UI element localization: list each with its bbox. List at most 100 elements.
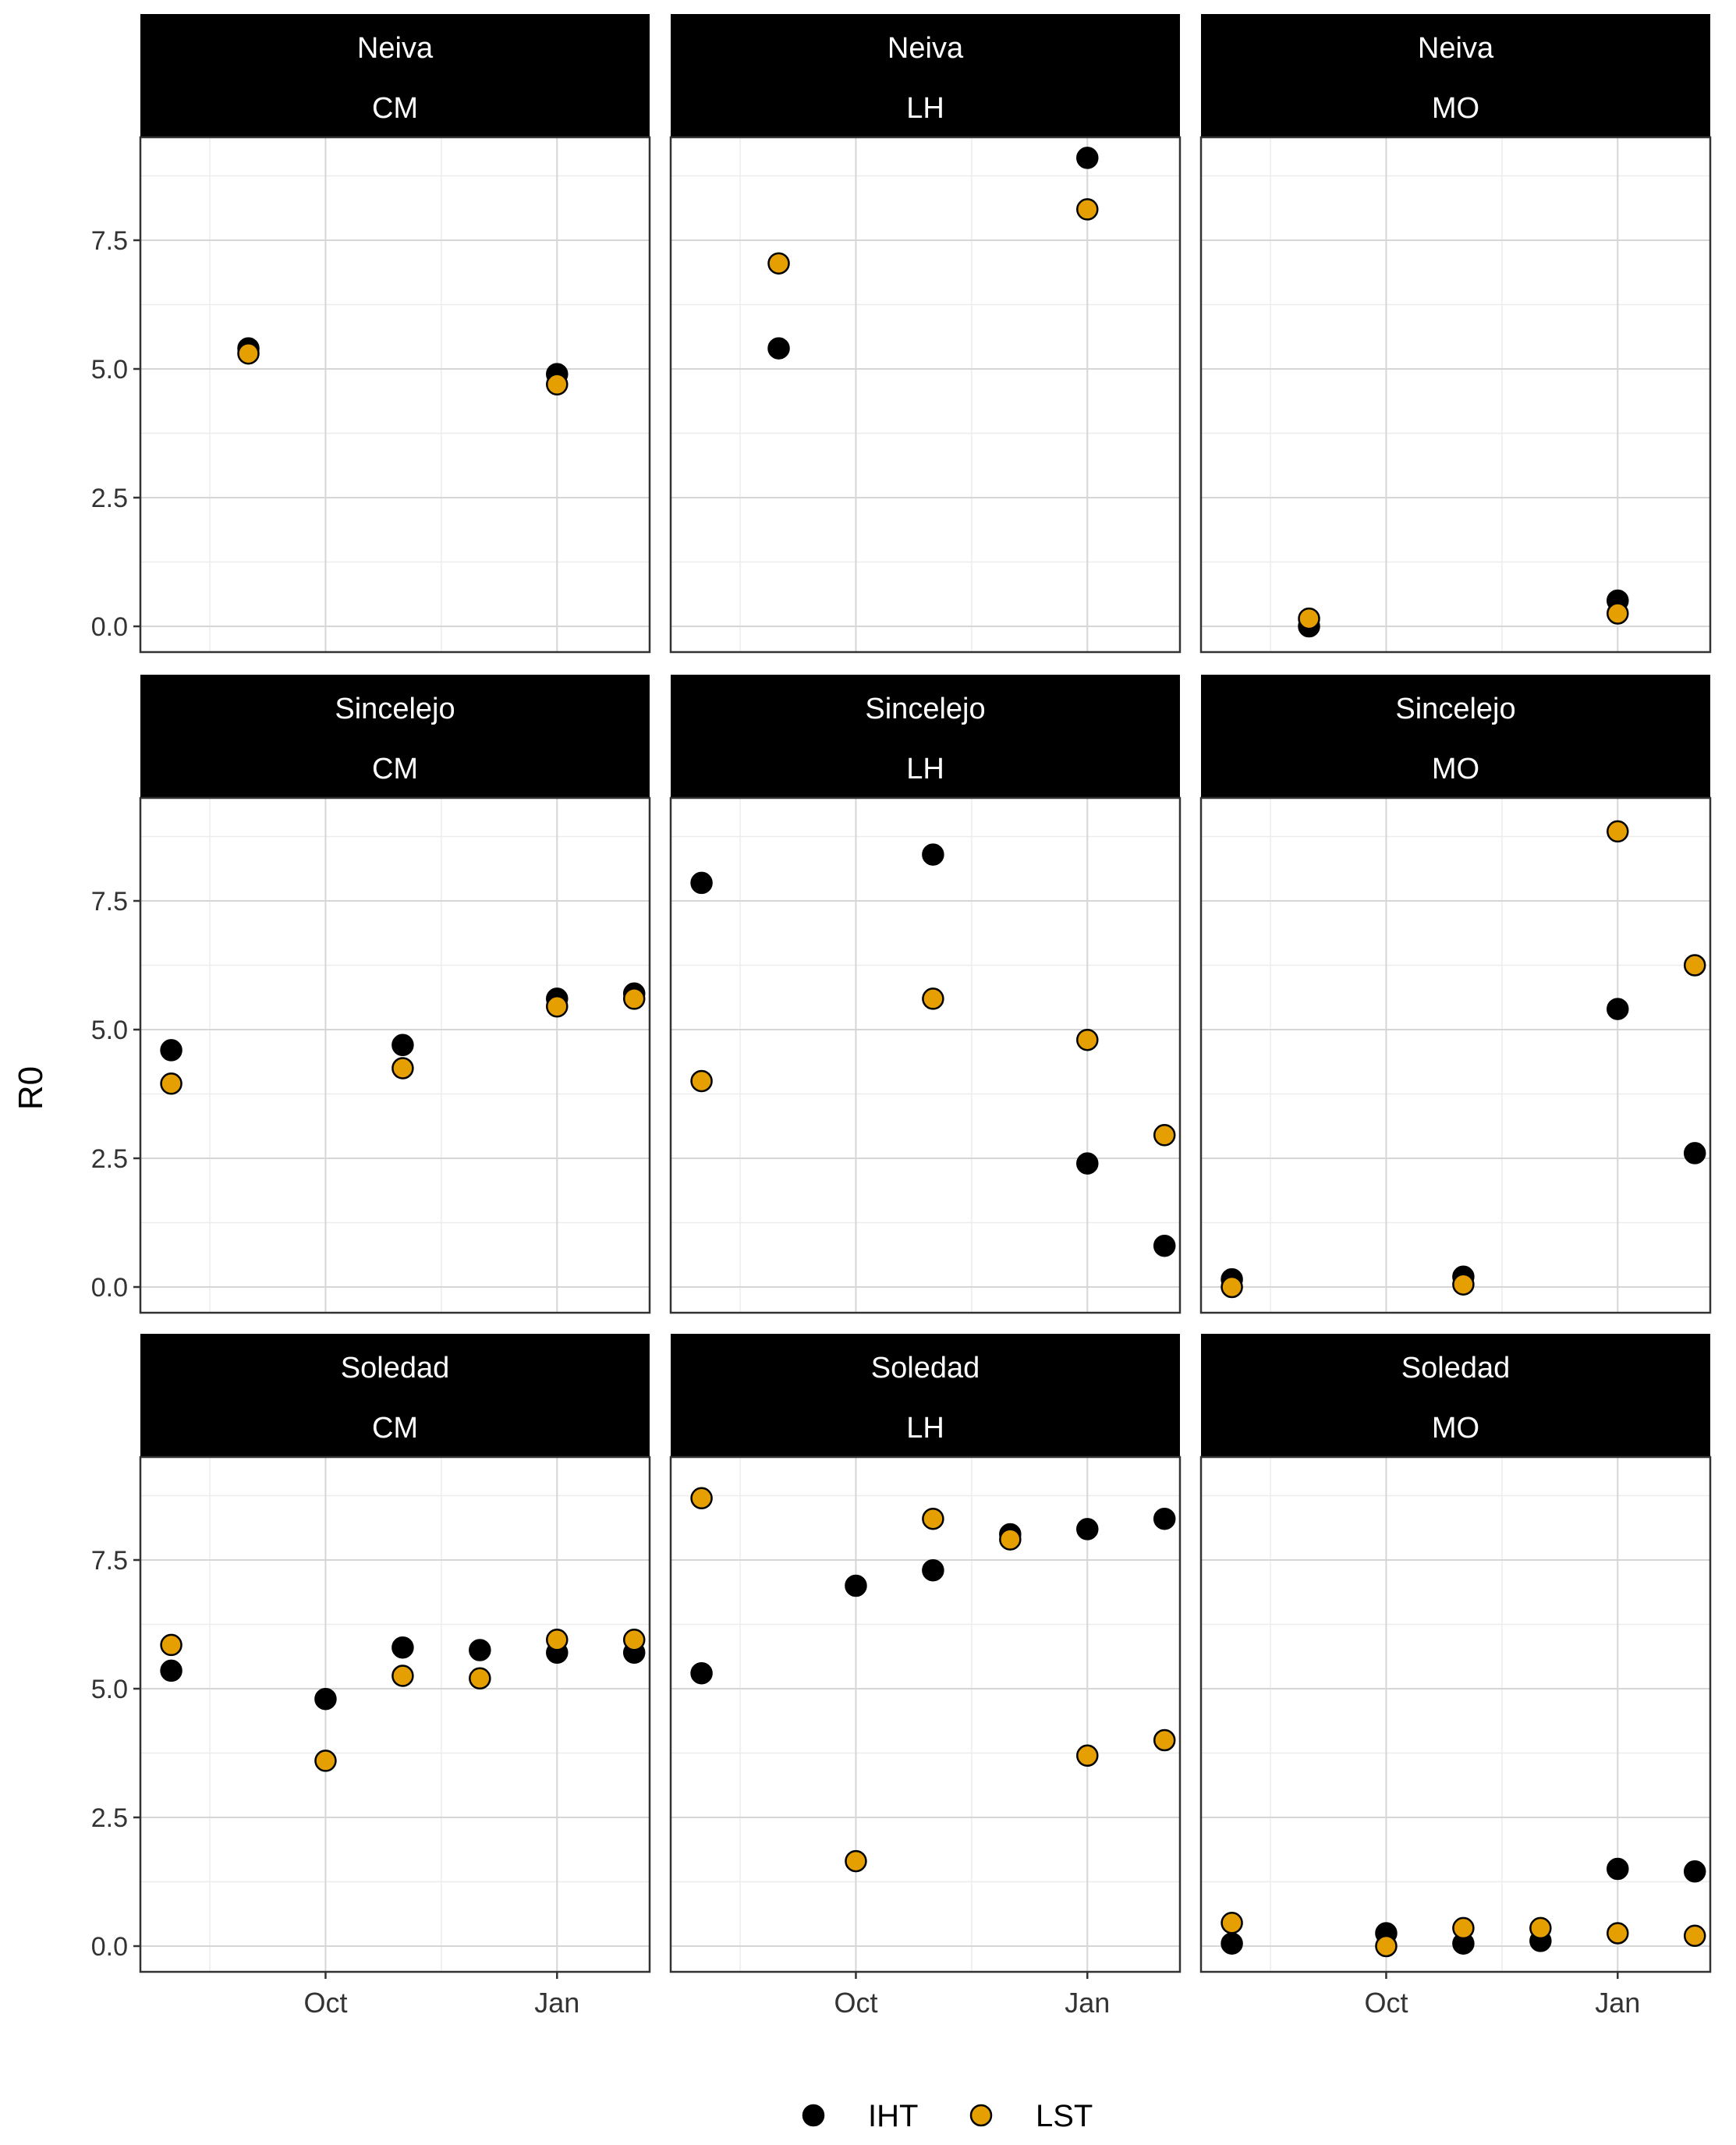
iht-point [1153, 1234, 1176, 1257]
panel-border [139, 1455, 651, 1973]
lst-point [1607, 820, 1629, 843]
facet-panel: Sincelejo MO [1199, 675, 1712, 1314]
panel-border [669, 1455, 1182, 1973]
lst-point [1683, 954, 1706, 977]
lst-point [546, 995, 569, 1018]
facet-strip-group: LH [906, 1412, 944, 1445]
y-tick-label: 0.0 [91, 1932, 128, 1962]
legend-label-lst: LST [1036, 2099, 1093, 2133]
facet-panel: Soledad CM [139, 1334, 651, 1973]
panel-border [1199, 136, 1712, 654]
iht-point [160, 1039, 182, 1062]
lst-point [622, 1629, 646, 1651]
iht-point [469, 1639, 491, 1661]
legend-key-lst [969, 2104, 993, 2127]
iht-point [1076, 147, 1099, 169]
facet-panel: Soledad LH [669, 1334, 1182, 1973]
lst-point [1375, 1934, 1398, 1958]
lst-point [391, 1057, 414, 1080]
iht-point [1076, 1518, 1099, 1540]
iht-point [1153, 1507, 1176, 1530]
lst-point [1683, 1924, 1706, 1948]
facet-strip-group: LH [906, 753, 944, 785]
y-tick-label: 2.5 [91, 1144, 128, 1174]
facet-strip-group: CM [372, 92, 418, 125]
facet-strip-city: Soledad [871, 1352, 980, 1384]
lst-point [922, 1507, 944, 1530]
lst-point [1076, 1028, 1099, 1051]
iht-point [1076, 1152, 1099, 1175]
facet-panel: Soledad MO [1199, 1334, 1712, 1973]
lst-point [391, 1665, 414, 1687]
lst-point [1153, 1728, 1176, 1752]
legend: IHT LST [802, 2099, 1093, 2133]
x-tick-label: Jan [1065, 1987, 1110, 2019]
x-tick-label: Oct [1364, 1987, 1408, 2019]
facet-strip-group: MO [1432, 1412, 1479, 1445]
facet-strip [140, 1334, 650, 1457]
legend-key-iht [802, 2104, 825, 2127]
x-tick-label: Oct [303, 1987, 347, 2019]
iht-point [690, 871, 713, 895]
iht-point [845, 1574, 867, 1597]
facet-strip-city: Sincelejo [1395, 693, 1515, 725]
iht-point [922, 1558, 944, 1582]
plot-area [671, 137, 1180, 652]
iht-point [767, 337, 790, 360]
lst-point [622, 987, 646, 1010]
panel-border [669, 796, 1182, 1314]
lst-point [1076, 1744, 1099, 1767]
iht-point [314, 1687, 337, 1711]
lst-point [1607, 602, 1629, 625]
y-axis-title: R0 [12, 1066, 50, 1110]
facet-strip [140, 675, 650, 798]
lst-point [767, 252, 790, 275]
lst-point [1529, 1916, 1552, 1940]
lst-point [1221, 1912, 1243, 1934]
lst-point [546, 373, 569, 396]
plot-area [140, 137, 650, 652]
legend-label-iht: IHT [868, 2099, 918, 2133]
panels: NeivaCMNeivaLHNeivaMOSincelejoCMSincelej… [139, 14, 1712, 1973]
y-tick-label: 0.0 [91, 612, 128, 642]
facet-panel: Neiva MO [1199, 14, 1712, 654]
facet-strip [671, 1334, 1180, 1457]
y-tick-label: 2.5 [91, 1803, 128, 1833]
lst-point [1607, 1922, 1629, 1945]
facet-strip [671, 675, 1180, 798]
lst-point [160, 1072, 182, 1095]
x-tick-label: Jan [1595, 1987, 1640, 2019]
plot-area [140, 798, 650, 1313]
y-tick-label: 5.0 [91, 355, 128, 385]
plot-area [671, 1457, 1180, 1972]
iht-point [391, 1636, 414, 1659]
iht-point [391, 1034, 414, 1057]
lst-point [314, 1750, 337, 1772]
iht-point [160, 1659, 182, 1682]
lst-point [922, 987, 944, 1010]
lst-point [1221, 1275, 1243, 1299]
plot-area [1201, 798, 1710, 1313]
lst-point [690, 1487, 713, 1510]
panel-border [669, 136, 1182, 654]
lst-point [1153, 1124, 1176, 1147]
lst-point [546, 1629, 569, 1651]
facet-strip-city: Soledad [1401, 1352, 1510, 1384]
facet-strip [1201, 675, 1710, 798]
iht-point [1221, 1932, 1243, 1955]
facet-strip-group: LH [906, 92, 944, 125]
facet-strip-city: Neiva [887, 32, 964, 65]
lst-point [1452, 1916, 1475, 1940]
lst-point [237, 342, 260, 365]
iht-point [1683, 1860, 1706, 1883]
facet-strip-group: MO [1432, 92, 1479, 125]
facet-strip-city: Soledad [341, 1352, 449, 1384]
iht-point [1607, 998, 1629, 1020]
iht-point [1607, 1857, 1629, 1881]
iht-point [922, 843, 944, 866]
x-tick-label: Oct [834, 1987, 877, 2019]
facet-panel: Sincelejo CM [139, 675, 651, 1314]
lst-point [469, 1667, 491, 1690]
iht-point [690, 1661, 713, 1685]
